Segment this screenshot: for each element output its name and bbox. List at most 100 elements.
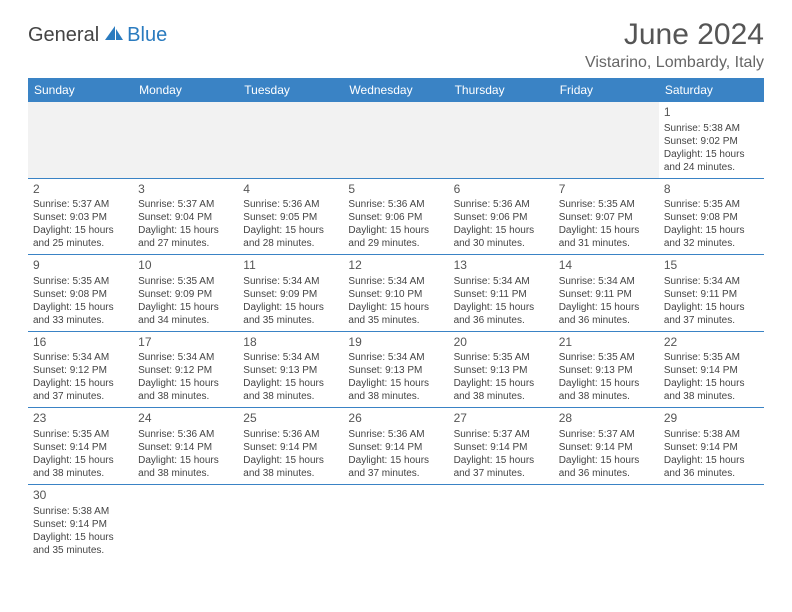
sail-icon [103,24,125,47]
location-text: Vistarino, Lombardy, Italy [585,54,764,72]
day-info-line: Daylight: 15 hours [243,301,338,314]
day-info-line: Daylight: 15 hours [348,454,443,467]
day-info-line: Daylight: 15 hours [138,224,233,237]
calendar-day-cell [659,484,764,560]
day-info-line: Sunset: 9:14 PM [664,364,759,377]
calendar-day-cell: 1Sunrise: 5:38 AMSunset: 9:02 PMDaylight… [659,102,764,178]
day-info-line: Sunrise: 5:34 AM [138,351,233,364]
calendar-day-cell: 9Sunrise: 5:35 AMSunset: 9:08 PMDaylight… [28,255,133,332]
day-info-line: and 32 minutes. [664,237,759,250]
day-number: 5 [348,182,443,198]
day-info-line: Daylight: 15 hours [243,224,338,237]
day-info-line: Sunrise: 5:35 AM [664,351,759,364]
day-info-line: Daylight: 15 hours [454,301,549,314]
day-number: 30 [33,488,128,504]
day-number: 27 [454,411,549,427]
day-info-line: and 38 minutes. [243,390,338,403]
day-info-line: and 33 minutes. [33,314,128,327]
header-friday: Friday [554,78,659,102]
day-info-line: Sunrise: 5:34 AM [348,275,443,288]
day-number: 7 [559,182,654,198]
day-info-line: Daylight: 15 hours [243,377,338,390]
day-info-line: Daylight: 15 hours [243,454,338,467]
calendar-day-cell [449,102,554,178]
calendar-day-cell: 4Sunrise: 5:36 AMSunset: 9:05 PMDaylight… [238,178,343,255]
calendar-day-cell: 25Sunrise: 5:36 AMSunset: 9:14 PMDayligh… [238,408,343,485]
day-info-line: Sunrise: 5:37 AM [138,198,233,211]
day-info-line: Sunset: 9:04 PM [138,211,233,224]
calendar-day-cell: 11Sunrise: 5:34 AMSunset: 9:09 PMDayligh… [238,255,343,332]
calendar-day-cell: 30Sunrise: 5:38 AMSunset: 9:14 PMDayligh… [28,484,133,560]
day-info-line: and 36 minutes. [454,314,549,327]
day-info-line: Sunrise: 5:35 AM [559,198,654,211]
day-info-line: and 37 minutes. [348,467,443,480]
day-info-line: Sunrise: 5:38 AM [33,505,128,518]
day-info-line: Sunset: 9:13 PM [559,364,654,377]
day-info-line: Sunset: 9:06 PM [348,211,443,224]
day-info-line: Sunset: 9:14 PM [138,441,233,454]
day-number: 22 [664,335,759,351]
day-info-line: Sunrise: 5:34 AM [348,351,443,364]
day-number: 11 [243,258,338,274]
day-info-line: Sunset: 9:12 PM [33,364,128,377]
day-info-line: Sunset: 9:06 PM [454,211,549,224]
day-info-line: Daylight: 15 hours [664,148,759,161]
day-info-line: Sunrise: 5:36 AM [243,198,338,211]
day-info-line: Sunset: 9:09 PM [243,288,338,301]
day-number: 8 [664,182,759,198]
day-info-line: and 29 minutes. [348,237,443,250]
day-info-line: Daylight: 15 hours [348,377,443,390]
calendar-day-cell: 24Sunrise: 5:36 AMSunset: 9:14 PMDayligh… [133,408,238,485]
calendar-day-cell: 6Sunrise: 5:36 AMSunset: 9:06 PMDaylight… [449,178,554,255]
day-number: 20 [454,335,549,351]
calendar-day-cell: 2Sunrise: 5:37 AMSunset: 9:03 PMDaylight… [28,178,133,255]
day-number: 21 [559,335,654,351]
day-info-line: Sunset: 9:02 PM [664,135,759,148]
calendar-day-cell: 8Sunrise: 5:35 AMSunset: 9:08 PMDaylight… [659,178,764,255]
day-info-line: and 38 minutes. [454,390,549,403]
day-info-line: and 27 minutes. [138,237,233,250]
calendar-day-cell [133,102,238,178]
day-info-line: Daylight: 15 hours [138,454,233,467]
day-info-line: Daylight: 15 hours [33,377,128,390]
day-info-line: and 35 minutes. [348,314,443,327]
calendar-day-cell: 28Sunrise: 5:37 AMSunset: 9:14 PMDayligh… [554,408,659,485]
day-info-line: Sunrise: 5:35 AM [138,275,233,288]
day-info-line: Sunrise: 5:35 AM [33,428,128,441]
calendar-week-row: 16Sunrise: 5:34 AMSunset: 9:12 PMDayligh… [28,331,764,408]
day-number: 19 [348,335,443,351]
day-number: 3 [138,182,233,198]
day-info-line: Sunset: 9:14 PM [33,441,128,454]
day-info-line: Daylight: 15 hours [559,224,654,237]
calendar-day-cell: 29Sunrise: 5:38 AMSunset: 9:14 PMDayligh… [659,408,764,485]
day-info-line: Daylight: 15 hours [454,224,549,237]
calendar-day-cell: 23Sunrise: 5:35 AMSunset: 9:14 PMDayligh… [28,408,133,485]
calendar-day-cell: 27Sunrise: 5:37 AMSunset: 9:14 PMDayligh… [449,408,554,485]
day-number: 24 [138,411,233,427]
day-info-line: Daylight: 15 hours [33,301,128,314]
day-info-line: Daylight: 15 hours [664,377,759,390]
day-number: 9 [33,258,128,274]
day-info-line: Sunset: 9:03 PM [33,211,128,224]
calendar-day-cell [133,484,238,560]
day-info-line: and 36 minutes. [664,467,759,480]
day-info-line: Sunset: 9:13 PM [454,364,549,377]
calendar-day-cell: 18Sunrise: 5:34 AMSunset: 9:13 PMDayligh… [238,331,343,408]
calendar-week-row: 2Sunrise: 5:37 AMSunset: 9:03 PMDaylight… [28,178,764,255]
calendar-day-cell: 19Sunrise: 5:34 AMSunset: 9:13 PMDayligh… [343,331,448,408]
calendar-day-cell [238,102,343,178]
calendar-day-cell: 15Sunrise: 5:34 AMSunset: 9:11 PMDayligh… [659,255,764,332]
day-info-line: Daylight: 15 hours [559,377,654,390]
day-info-line: Daylight: 15 hours [138,301,233,314]
day-info-line: Daylight: 15 hours [559,301,654,314]
calendar-day-cell: 3Sunrise: 5:37 AMSunset: 9:04 PMDaylight… [133,178,238,255]
day-info-line: Sunrise: 5:36 AM [348,198,443,211]
calendar-day-cell [343,484,448,560]
day-info-line: Sunrise: 5:38 AM [664,122,759,135]
day-info-line: and 24 minutes. [664,161,759,174]
calendar-day-cell: 5Sunrise: 5:36 AMSunset: 9:06 PMDaylight… [343,178,448,255]
calendar-day-cell: 10Sunrise: 5:35 AMSunset: 9:09 PMDayligh… [133,255,238,332]
calendar-day-cell: 7Sunrise: 5:35 AMSunset: 9:07 PMDaylight… [554,178,659,255]
calendar-day-cell: 20Sunrise: 5:35 AMSunset: 9:13 PMDayligh… [449,331,554,408]
day-info-line: Sunrise: 5:34 AM [664,275,759,288]
